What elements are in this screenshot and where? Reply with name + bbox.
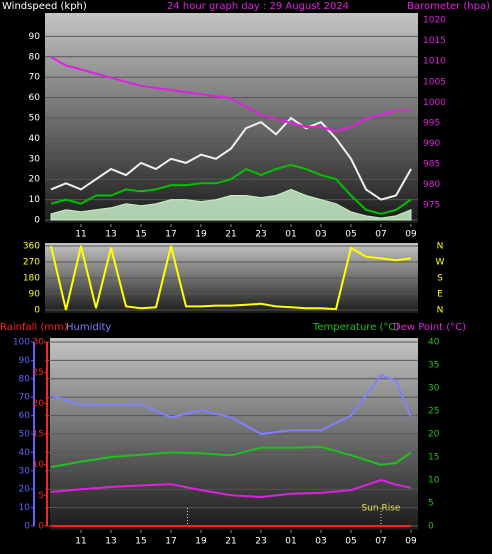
x-tick-label: 03 xyxy=(315,230,326,240)
y2-tick-label: 1020 xyxy=(423,16,446,26)
y2-tick-label: 975 xyxy=(423,201,440,211)
y2-tick-label: E xyxy=(437,290,443,300)
y-tick-label: 90 xyxy=(19,356,31,366)
x-tick-label: 09 xyxy=(405,537,417,547)
y-tick-label: 360 xyxy=(23,242,40,252)
line xyxy=(50,373,412,436)
y2-axis-label: Barometer (hpa) xyxy=(407,1,490,12)
legend-label: Temperature (°C) xyxy=(312,322,399,333)
y-tick-label: 50 xyxy=(19,430,31,440)
line xyxy=(50,445,412,469)
y-tick-label: 100 xyxy=(13,338,30,348)
y2-tick-label: 5 xyxy=(428,499,434,509)
y3-tick-label: 5 xyxy=(38,491,44,501)
x-tick-label: 11 xyxy=(75,230,86,240)
y2-tick-label: 10 xyxy=(428,476,440,486)
x-tick-label: 21 xyxy=(225,230,236,240)
y2-tick-label: 1015 xyxy=(423,36,446,46)
y-tick-label: 40 xyxy=(19,448,31,458)
line xyxy=(50,478,412,499)
y-tick-label: 30 xyxy=(19,466,31,476)
line xyxy=(50,245,412,311)
y2-tick-label: S xyxy=(437,274,443,284)
y2-tick-label: N xyxy=(437,306,444,316)
y3-tick-label: 10 xyxy=(33,460,45,470)
y-tick-label: 60 xyxy=(29,93,41,103)
y3-tick-label: 20 xyxy=(33,399,45,409)
y2-tick-label: 30 xyxy=(428,384,440,394)
y-tick-label: 70 xyxy=(19,393,31,403)
y2-tick-label: 40 xyxy=(428,338,440,348)
y-tick-label: 180 xyxy=(23,274,40,284)
y-tick-label: 60 xyxy=(19,411,31,421)
y-tick-label: 70 xyxy=(29,73,41,83)
y-tick-label: 0 xyxy=(24,522,30,532)
legend-label: Rainfall (mm) xyxy=(0,322,68,333)
y-tick-label: 0 xyxy=(34,216,40,226)
x-tick-label: 05 xyxy=(345,537,356,547)
y2-tick-label: 25 xyxy=(428,407,439,417)
x-tick-label: 15 xyxy=(135,230,146,240)
y-tick-label: 80 xyxy=(29,52,41,62)
x-tick-label: 23 xyxy=(255,230,266,240)
x-tick-label: 15 xyxy=(135,537,146,547)
x-tick-label: 01 xyxy=(285,230,296,240)
y-tick-label: 20 xyxy=(19,485,31,495)
y-tick-label: 80 xyxy=(19,374,31,384)
x-tick-label: 17 xyxy=(165,537,176,547)
line xyxy=(50,56,411,133)
y2-tick-label: 35 xyxy=(428,361,439,371)
y2-tick-label: 995 xyxy=(423,118,440,128)
x-tick-label: 19 xyxy=(195,230,207,240)
x-tick-label: 05 xyxy=(345,230,356,240)
y3-tick-label: 15 xyxy=(33,430,44,440)
y-tick-label: 270 xyxy=(23,258,40,268)
x-tick-label: 13 xyxy=(105,537,116,547)
y2-tick-label: 1010 xyxy=(423,57,446,67)
x-tick-label: 07 xyxy=(375,537,386,547)
x-tick-label: 11 xyxy=(75,537,86,547)
y2-tick-label: 20 xyxy=(428,430,440,440)
x-tick-label: 17 xyxy=(165,230,176,240)
legend-label: Dew Point (°C) xyxy=(393,322,466,333)
y3-tick-label: 25 xyxy=(33,368,44,378)
x-tick-label: 19 xyxy=(195,537,207,547)
legend-label: Humidity xyxy=(66,322,111,333)
y-tick-label: 90 xyxy=(29,290,41,300)
y3-tick-label: 30 xyxy=(33,338,45,348)
y2-tick-label: 0 xyxy=(428,522,434,532)
y2-tick-label: 1000 xyxy=(423,98,446,108)
y3-tick-label: 0 xyxy=(38,522,44,532)
y2-tick-label: 15 xyxy=(428,453,439,463)
y-tick-label: 10 xyxy=(19,503,31,513)
y-tick-label: 50 xyxy=(29,114,41,124)
line xyxy=(50,116,412,201)
annotation: Sun Rise xyxy=(361,504,400,514)
y2-tick-label: 980 xyxy=(423,180,440,190)
y2-tick-label: N xyxy=(437,242,444,252)
x-tick-label: 01 xyxy=(285,537,296,547)
x-tick-label: 07 xyxy=(375,230,386,240)
y-tick-label: 30 xyxy=(29,154,41,164)
x-tick-label: 21 xyxy=(225,537,236,547)
x-tick-label: 09 xyxy=(405,230,417,240)
y-tick-label: 20 xyxy=(29,175,41,185)
y2-tick-label: W xyxy=(436,258,445,268)
x-tick-label: 13 xyxy=(105,230,116,240)
y-tick-label: 10 xyxy=(29,195,41,205)
y2-tick-label: 985 xyxy=(423,160,440,170)
y-tick-label: 90 xyxy=(29,32,41,42)
area xyxy=(50,188,412,221)
y-tick-label: 40 xyxy=(29,134,41,144)
line xyxy=(50,163,412,215)
y2-tick-label: 990 xyxy=(423,139,440,149)
y-tick-label: 0 xyxy=(34,306,40,316)
x-tick-label: 23 xyxy=(255,537,266,547)
chart-title: 24 hour graph day : 29 August 2024 xyxy=(167,1,349,12)
y2-tick-label: 1005 xyxy=(423,77,446,87)
y-axis-label: Windspeed (kph) xyxy=(2,1,87,12)
x-tick-label: 03 xyxy=(315,537,326,547)
